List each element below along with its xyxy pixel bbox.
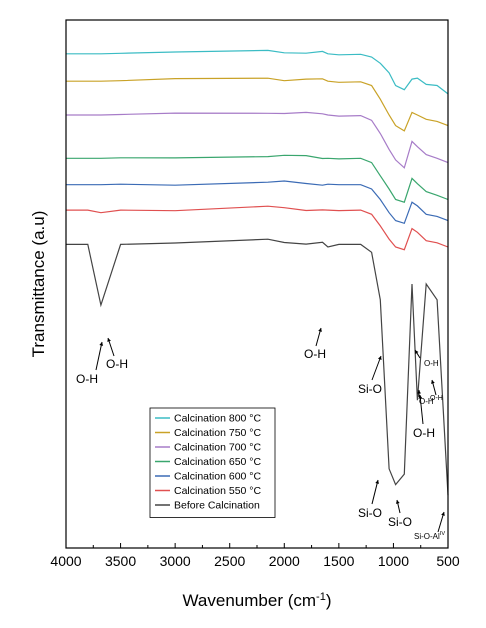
x-tick-label-0: 4000 [50,553,81,569]
annotation-label-0: O-H [76,372,98,386]
x-tick-label-1: 3500 [105,553,136,569]
series-line-5 [66,205,449,251]
series-line-4 [66,180,449,225]
series-line-6 [66,238,449,496]
x-tick-label-3: 2500 [214,553,245,569]
annotation-arrowhead-5 [431,380,435,384]
annotation-arrowhead-3 [377,356,382,360]
legend-box [149,407,276,518]
legend: Calcination 800 °C Calcination 750 °C Calc… [149,407,276,518]
annotation-label-1: O-H [106,357,128,371]
x-tick-label-7: 500 [436,553,460,569]
annotation-label-5: O-H [430,395,443,402]
annotation-arrowhead-4 [415,350,419,354]
annotation-label-10: Si-O-AlIV [414,531,445,541]
annotation-label-3: Si-O [358,382,382,396]
annotation-arrow-3 [371,355,382,381]
annotation-arrowhead-2 [318,328,322,332]
annotation-arrowhead-1 [107,338,111,342]
annotation-arrow-7 [419,394,424,425]
annotation-label-8: Si-O [358,506,382,520]
x-tick-label-2: 3000 [160,553,191,569]
y-axis-title: Transmittance (a.u) [29,211,48,358]
legend-label-0: Calcination 800 °C [174,413,261,425]
legend-label-1: Calcination 750 °C [174,427,261,439]
annotation-arrowhead-7 [418,395,423,399]
annotation-label-7: O-H [413,426,435,440]
annotation-arrow-8 [371,479,379,505]
annotation-label-9: Si-O [388,515,412,529]
annotation-arrowhead-9 [395,500,400,504]
series-layer [66,49,449,496]
annotation-label-2: O-H [304,347,326,361]
annotation-arrowhead-8 [375,480,380,484]
x-tick-label-5: 1500 [323,553,354,569]
annotation-arrowhead-10 [441,512,445,516]
annotation-label-6: O-H [419,397,434,406]
legend-label-6: Before Calcination [174,500,260,512]
series-line-0 [66,49,449,95]
series-line-3 [66,154,449,203]
x-tick-label-6: 1000 [378,553,409,569]
legend-label-3: Calcination 650 °C [174,456,261,468]
x-tick-label-4: 2000 [269,553,300,569]
x-axis-title: Wavenumber (cm-1) [183,591,332,610]
legend-label-2: Calcination 700 °C [174,442,261,454]
legend-label-5: Calcination 550 °C [174,485,261,497]
annotation-arrowhead-0 [99,342,104,346]
annotation-label-4: O-H [424,359,439,368]
annotation-arrowhead-6 [417,390,421,394]
series-line-2 [66,111,449,169]
series-line-1 [66,77,449,132]
annotation-arrow-0 [95,341,103,371]
annotation-layer: O-HO-HO-HSi-OO-HO-HO-HO-HSi-OSi-OSi-O-Al… [76,327,445,541]
legend-label-4: Calcination 600 °C [174,471,261,483]
axes-layer: 4000 3500 3000 2500 2000 1500 1000 500 Wavenumbe… [29,19,460,610]
